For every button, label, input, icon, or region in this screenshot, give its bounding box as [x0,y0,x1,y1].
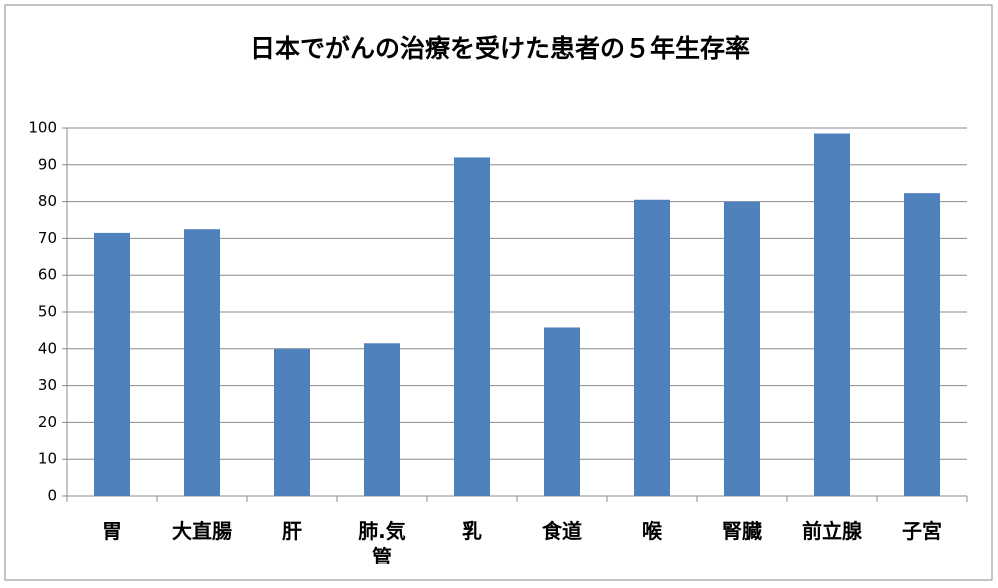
x-tick-label: 子宮 [902,519,942,543]
x-tick-label: 肝 [282,519,302,543]
x-tick-label: 前立腺 [802,519,862,543]
y-tick-label: 90 [38,155,57,173]
category-labels: 胃 大直腸 肝 肺.気管 乳 食道 喉 腎臓 前立腺 子宮 [6,6,991,564]
y-tick-label: 60 [38,266,57,284]
y-tick-label: 10 [38,450,57,468]
bar [814,133,850,496]
bar [94,232,130,496]
x-tick-label: 大直腸 [172,519,232,543]
x-tick-label: 喉 [642,519,662,543]
y-tick-label: 100 [28,119,57,137]
y-tick-label: 30 [38,376,57,394]
bar [724,201,760,496]
bar [904,193,940,497]
bar [634,199,670,496]
bar [454,157,490,496]
x-tick-label: 胃 [102,519,122,543]
bar [364,343,400,496]
y-tick-label: 50 [38,303,57,321]
y-tick-label: 70 [38,229,57,247]
bar [274,348,310,496]
x-tick-label: 腎臓 [722,519,762,543]
y-tick-label: 20 [38,413,57,431]
y-tick-label: 0 [47,487,57,505]
x-tick-label: 乳 [462,519,482,543]
y-tick-label: 40 [38,339,57,357]
bar [184,229,220,496]
chart-title: 日本でがんの治療を受けた患者の５年生存率 [250,34,750,63]
x-tick-label: 食道 [542,519,582,543]
y-tick-label: 80 [38,192,57,210]
bar [544,327,580,496]
x-tick-label: 肺.気管 [358,519,406,564]
